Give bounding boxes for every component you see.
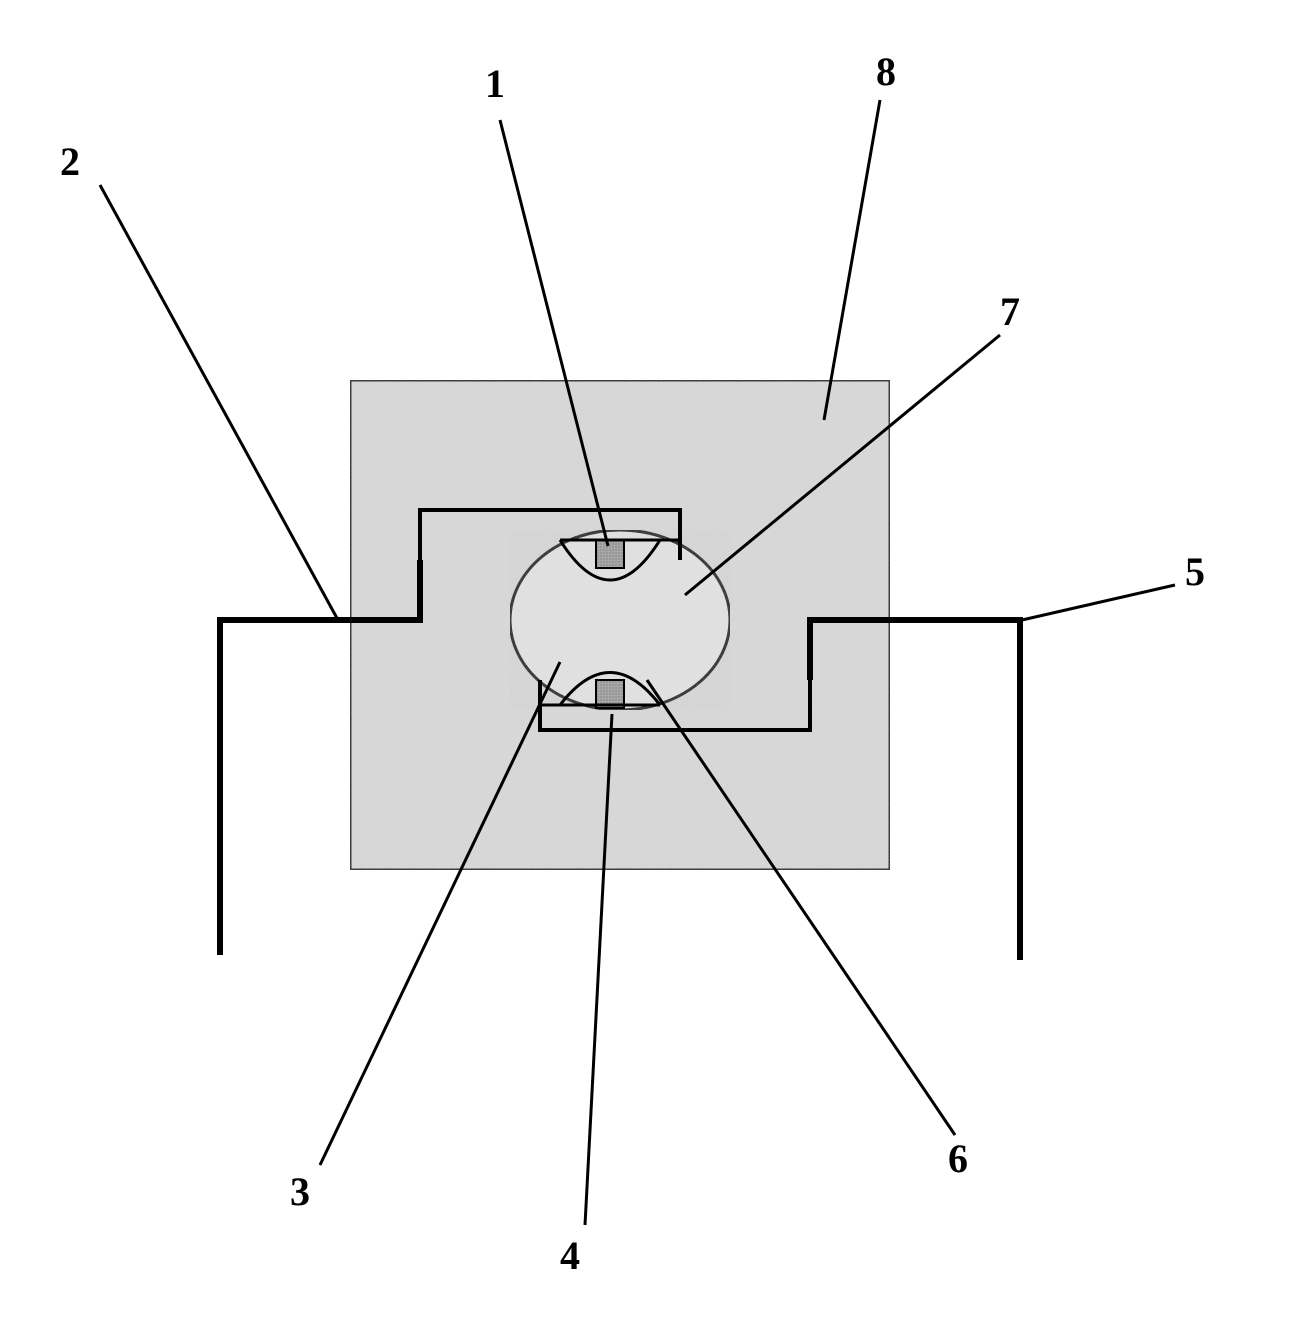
label-6: 6 bbox=[948, 1135, 968, 1182]
label-2: 2 bbox=[60, 138, 80, 185]
label-8: 8 bbox=[876, 48, 896, 95]
label-1: 1 bbox=[485, 60, 505, 107]
leader-5 bbox=[1022, 585, 1175, 620]
top-contact-pad bbox=[596, 540, 624, 568]
schematic-diagram bbox=[0, 0, 1298, 1341]
label-3: 3 bbox=[290, 1168, 310, 1215]
label-4: 4 bbox=[560, 1232, 580, 1279]
leader-8 bbox=[824, 100, 880, 420]
label-5: 5 bbox=[1185, 548, 1205, 595]
leader-2 bbox=[100, 185, 338, 620]
label-7: 7 bbox=[1000, 288, 1020, 335]
